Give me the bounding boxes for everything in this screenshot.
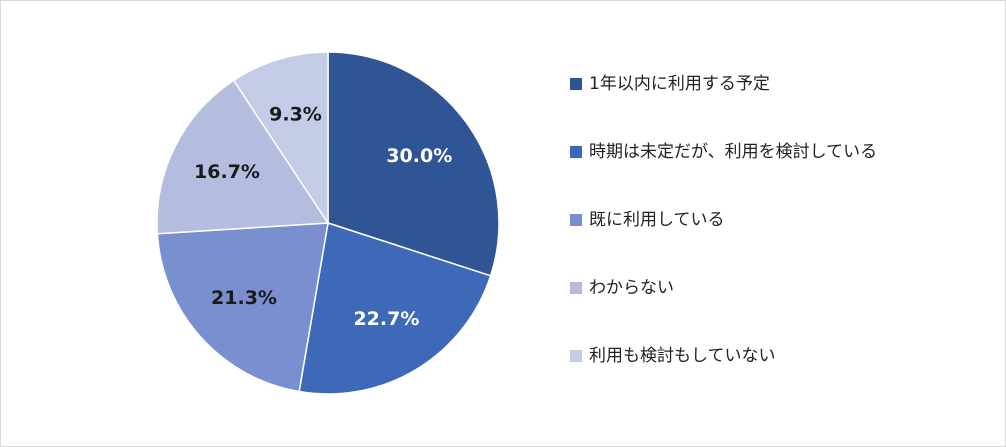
pie-slice-label-3: 21.3% xyxy=(211,287,277,309)
legend-label-4: わからない xyxy=(589,278,674,298)
pie-slice-5 xyxy=(232,51,329,226)
legend-swatch-4 xyxy=(570,282,582,294)
legend-swatch-5 xyxy=(570,350,582,362)
legend-swatch-3 xyxy=(570,214,582,226)
pie-slice-2 xyxy=(298,222,492,395)
legend-label-1: 1年以内に利用する予定 xyxy=(589,74,770,94)
pie-slice-label-4: 16.7% xyxy=(194,161,260,183)
pie-slice-label-2: 22.7% xyxy=(353,308,419,330)
pie-slice-labels: 30.0% 22.7% 21.3% 16.7% 9.3% xyxy=(194,103,452,330)
legend-swatch-1 xyxy=(570,78,582,90)
pie-slice-1 xyxy=(327,51,500,277)
legend: 1年以内に利用する予定時期は未定だが、利用を検討している既に利用しているわからな… xyxy=(570,74,877,366)
pie-slices xyxy=(156,51,500,395)
pie-slice-3 xyxy=(156,222,329,393)
legend-label-2: 時期は未定だが、利用を検討している xyxy=(589,142,877,162)
pie-slice-4 xyxy=(156,79,330,235)
legend-swatch-2 xyxy=(570,146,582,158)
legend-label-3: 既に利用している xyxy=(589,210,725,230)
pie-slice-label-5: 9.3% xyxy=(269,103,322,125)
pie-slice-label-1: 30.0% xyxy=(386,145,452,167)
legend-label-5: 利用も検討もしていない xyxy=(589,346,776,366)
